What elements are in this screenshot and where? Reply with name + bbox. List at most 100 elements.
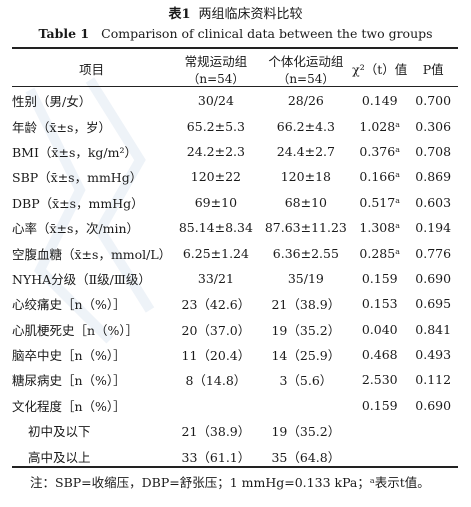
cell-statistic: 0.517ᵃ — [359, 194, 401, 210]
header-group1-name: 常规运动组 — [184, 53, 248, 69]
table-row: 心肌梗死史［n（%）］ 20（37.0） 19（35.2） 0.040 0.841 — [12, 317, 458, 342]
cell-group2: 19（35.2） — [271, 322, 341, 338]
row-label: 脑卒中史［n（%）］ — [12, 348, 126, 364]
cell-statistic: 1.028ᵃ — [359, 118, 401, 134]
cell-group2: 35/19 — [287, 270, 324, 286]
cell-p-value: 0.690 — [415, 397, 452, 413]
row-label: 文化程度［n（%）］ — [12, 398, 126, 414]
cell-group1: 120±22 — [190, 169, 242, 185]
table-body: 性别（男/女） 30/24 28/26 0.149 0.700 年龄（x̄±s，岁） 65.… — [12, 88, 458, 469]
cell-statistic: 0.153 — [361, 296, 398, 312]
row-label: SBP（x̄±s，mmHg） — [12, 170, 143, 186]
row-label: NYHA分级（Ⅱ级/Ⅲ级） — [12, 271, 151, 287]
cell-group2: 24.4±2.7 — [276, 143, 335, 159]
row-label: 年龄（x̄±s，岁） — [12, 119, 111, 135]
cell-group2 — [261, 393, 352, 418]
table-row: 高中及以上 33（61.1） 35（64.8） — [12, 443, 458, 468]
cell-group2: 19（35.2） — [271, 424, 341, 440]
table-row: 心率（x̄±s，次/min） 85.14±8.34 87.63±11.23 1.308… — [12, 215, 458, 240]
row-label: 高中及以上 — [28, 449, 91, 465]
table-row: NYHA分级（Ⅱ级/Ⅲ级） 33/21 35/19 0.159 0.690 — [12, 266, 458, 291]
cell-statistic: 0.468 — [361, 347, 398, 363]
cell-statistic — [351, 418, 408, 443]
table-row: 初中及以下 21（38.9） 19（35.2） — [12, 418, 458, 443]
cell-group1: 33/21 — [197, 270, 234, 286]
cell-p-value: 0.112 — [415, 372, 452, 388]
cell-p-value: 0.708 — [415, 143, 452, 159]
header-statistic: χ²（t）值 — [352, 62, 408, 77]
table-header-row: 项目 常规运动组 （n=54） 个体化运动组 （n=54） χ²（t）值 P值 — [12, 49, 458, 88]
cell-group1 — [171, 393, 260, 418]
table-number-en: Table 1 — [38, 26, 90, 41]
table-bottom-rule — [12, 466, 458, 468]
row-label: 性别（男/女） — [12, 94, 92, 110]
table-row: BMI（x̄±s，kg/m²） 24.2±2.3 24.4±2.7 0.376ᵃ 0.7… — [12, 139, 458, 164]
cell-group2: 28/26 — [287, 93, 324, 109]
table-row: 心绞痛史［n（%）］ 23（42.6） 21（38.9） 0.153 0.695 — [12, 291, 458, 316]
cell-group1: 85.14±8.34 — [178, 220, 253, 236]
header-p-value: P值 — [422, 62, 444, 77]
table-row: 脑卒中史［n（%）］ 11（20.4） 14（25.9） 0.468 0.493 — [12, 342, 458, 367]
cell-group2: 66.2±4.3 — [276, 118, 335, 134]
cell-statistic: 0.149 — [361, 93, 398, 109]
header-group2-n: （n=54） — [277, 71, 335, 86]
cell-statistic: 0.159 — [361, 270, 398, 286]
cell-group2: 14（25.9） — [271, 348, 341, 364]
cell-group1: 65.2±5.3 — [186, 118, 245, 134]
cell-p-value: 0.700 — [415, 93, 452, 109]
cell-statistic: 0.040 — [361, 321, 398, 337]
table-caption-zh: 两组临床资料比较 — [198, 7, 303, 22]
table-header-rule — [12, 86, 458, 87]
cell-statistic: 0.159 — [361, 397, 398, 413]
table-row: 年龄（x̄±s，岁） 65.2±5.3 66.2±4.3 1.028ᵃ 0.306 — [12, 113, 458, 138]
clinical-data-table: 项目 常规运动组 （n=54） 个体化运动组 （n=54） χ²（t）值 P值 … — [12, 49, 458, 469]
cell-p-value: 0.493 — [415, 347, 452, 363]
cell-p-value: 0.695 — [415, 296, 452, 312]
cell-group2: 120±18 — [280, 169, 331, 185]
cell-statistic: 0.285ᵃ — [359, 245, 401, 261]
cell-group1: 30/24 — [197, 93, 234, 109]
header-group2-name: 个体化运动组 — [268, 53, 344, 69]
cell-group1: 21（38.9） — [181, 424, 251, 440]
cell-p-value — [408, 418, 458, 443]
header-group1-n: （n=54） — [187, 71, 245, 86]
cell-statistic: 0.376ᵃ — [359, 143, 401, 159]
table-row: 糖尿病史［n（%）］ 8（14.8） 3（5.6） 2.530 0.112 — [12, 367, 458, 392]
header-group2: 个体化运动组 （n=54） — [261, 49, 352, 88]
header-group1: 常规运动组 （n=54） — [171, 49, 260, 88]
cell-p-value: 0.194 — [415, 220, 452, 236]
cell-p-value: 0.603 — [415, 194, 452, 210]
cell-group2: 6.36±2.55 — [272, 245, 339, 261]
table-row: SBP（x̄±s，mmHg） 120±22 120±18 0.166ᵃ 0.869 — [12, 164, 458, 189]
table-row: 性别（男/女） 30/24 28/26 0.149 0.700 — [12, 88, 458, 113]
row-label: 心率（x̄±s，次/min） — [12, 221, 140, 237]
cell-group2: 35（64.8） — [271, 449, 341, 465]
row-label: 糖尿病史［n（%）］ — [12, 373, 126, 389]
cell-p-value — [408, 443, 458, 468]
table-row: 空腹血糖（x̄±s，mmol/L） 6.25±1.24 6.36±2.55 0.285… — [12, 240, 458, 265]
cell-group2: 68±10 — [284, 194, 328, 210]
cell-group1: 23（42.6） — [181, 297, 251, 313]
row-label: BMI（x̄±s，kg/m²） — [12, 144, 138, 160]
cell-group1: 24.2±2.3 — [186, 143, 245, 159]
cell-group1: 33（61.1） — [181, 449, 251, 465]
row-label: 心肌梗死史［n（%）］ — [12, 322, 139, 338]
header-item: 项目 — [79, 62, 105, 77]
cell-group2: 87.63±11.23 — [264, 220, 347, 236]
table-number-zh: 表1 — [168, 7, 191, 22]
cell-p-value: 0.841 — [415, 321, 452, 337]
table-row: DBP（x̄±s，mmHg） 69±10 68±10 0.517ᵃ 0.603 — [12, 190, 458, 215]
cell-group2: 21（38.9） — [271, 297, 341, 313]
table-top-rule — [12, 47, 458, 49]
cell-statistic: 1.308ᵃ — [359, 220, 401, 236]
cell-group1: 11（20.4） — [181, 348, 251, 364]
cell-group1: 69±10 — [194, 194, 238, 210]
table-title-english: Table 1 Comparison of clinical data betwe… — [0, 25, 471, 43]
table-title-chinese: 表1 两组临床资料比较 — [0, 6, 471, 24]
cell-group1: 8（14.8） — [185, 373, 247, 389]
cell-p-value: 0.869 — [415, 169, 452, 185]
cell-group2: 3（5.6） — [279, 373, 333, 389]
cell-group1: 6.25±1.24 — [182, 245, 249, 261]
table-caption-en: Comparison of clinical data between the … — [101, 26, 433, 41]
cell-p-value: 0.690 — [415, 270, 452, 286]
